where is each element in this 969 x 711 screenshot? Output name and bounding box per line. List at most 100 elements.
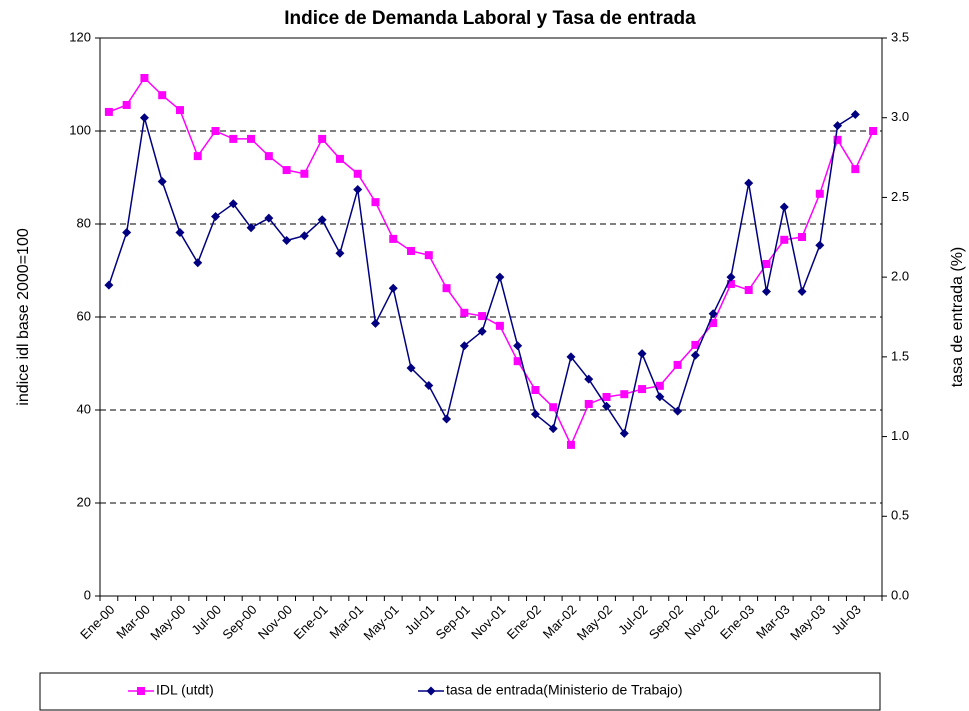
data-point: [513, 341, 523, 351]
data-point: [708, 309, 718, 319]
data-point: [193, 152, 202, 161]
data-point: [300, 169, 309, 178]
data-point: [371, 198, 380, 207]
data-point: [815, 189, 824, 198]
data-point: [229, 134, 238, 143]
x-tick-label: Mar-01: [327, 602, 367, 642]
data-point: [158, 91, 167, 100]
x-tick-label: Mar-02: [540, 602, 580, 642]
data-point: [744, 178, 754, 188]
data-point: [709, 319, 718, 328]
legend-marker: [137, 687, 145, 695]
data-point: [655, 381, 664, 390]
data-point: [797, 286, 807, 296]
x-tick-label: Ene-03: [717, 602, 757, 642]
data-point: [602, 401, 612, 411]
data-point: [726, 279, 735, 288]
data-point: [317, 215, 327, 225]
data-point: [318, 134, 327, 143]
data-point: [477, 326, 487, 336]
y2-tick-label: 1.0: [891, 428, 909, 443]
legend-text: tasa de entrada(Ministerio de Trabajo): [446, 682, 683, 698]
data-point: [264, 152, 273, 161]
data-point: [530, 409, 540, 419]
data-point: [370, 318, 380, 328]
chart-title: Indice de Demanda Laboral y Tasa de entr…: [284, 8, 696, 29]
data-point: [122, 228, 132, 238]
x-tick-label: May-00: [147, 602, 188, 643]
x-tick-label: Nov-02: [681, 602, 721, 642]
data-point: [442, 284, 451, 293]
data-point: [424, 251, 433, 260]
data-point: [353, 184, 363, 194]
data-point: [211, 212, 221, 222]
data-point: [407, 246, 416, 255]
data-point: [584, 374, 594, 384]
x-tick-label: Ene-00: [77, 602, 117, 642]
data-point: [104, 107, 113, 116]
data-point: [673, 406, 683, 416]
data-point: [388, 283, 398, 293]
data-point: [140, 73, 149, 82]
data-point: [638, 385, 647, 394]
y2-tick-label: 0.5: [891, 508, 909, 523]
x-tick-label: May-01: [361, 602, 402, 643]
data-point: [548, 424, 558, 434]
data-point: [228, 199, 238, 209]
data-point: [584, 399, 593, 408]
x-tick-label: Nov-00: [255, 602, 295, 642]
data-point: [353, 169, 362, 178]
data-point: [637, 349, 647, 359]
data-point: [673, 360, 682, 369]
data-point: [726, 272, 736, 282]
x-tick-label: Ene-02: [504, 602, 544, 642]
x-tick-label: Mar-00: [113, 602, 153, 642]
y2-tick-label: 2.5: [891, 189, 909, 204]
x-tick-label: May-02: [574, 602, 615, 643]
data-point: [549, 403, 558, 412]
data-point: [513, 357, 522, 366]
data-point: [122, 100, 131, 109]
data-point: [744, 286, 753, 295]
y-axis-label: indice idl base 2000=100: [15, 228, 32, 406]
data-point: [424, 381, 434, 391]
data-point: [299, 231, 309, 241]
data-point: [655, 392, 665, 402]
data-point: [459, 341, 469, 351]
data-point: [531, 386, 540, 395]
data-point: [157, 176, 167, 186]
data-point: [139, 113, 149, 123]
data-point: [779, 202, 789, 212]
x-tick-label: Sep-01: [433, 602, 473, 642]
data-point: [833, 121, 843, 131]
data-point: [193, 258, 203, 268]
data-point: [761, 286, 771, 296]
data-point: [602, 392, 611, 401]
x-tick-label: Mar-03: [753, 602, 793, 642]
y2-tick-label: 2.0: [891, 269, 909, 284]
y2-axis-label: tasa de entrada (%): [949, 247, 966, 388]
y-tick-label: 0: [84, 587, 91, 602]
data-point: [762, 259, 771, 268]
data-point: [264, 213, 274, 223]
y-tick-label: 120: [69, 29, 91, 44]
data-point: [335, 248, 345, 258]
data-point: [566, 352, 576, 362]
data-point: [175, 228, 185, 238]
y-tick-label: 100: [69, 122, 91, 137]
data-point: [620, 390, 629, 399]
data-point: [282, 166, 291, 175]
data-point: [833, 135, 842, 144]
y-tick-label: 60: [77, 308, 91, 323]
data-point: [690, 350, 700, 360]
data-point: [495, 321, 504, 330]
data-point: [335, 154, 344, 163]
y2-tick-label: 0.0: [891, 587, 909, 602]
legend-box: [39, 672, 881, 711]
data-point: [478, 312, 487, 321]
y2-tick-label: 1.5: [891, 348, 909, 363]
data-point: [282, 235, 292, 245]
data-point: [442, 414, 452, 424]
x-tick-label: May-03: [787, 602, 828, 643]
